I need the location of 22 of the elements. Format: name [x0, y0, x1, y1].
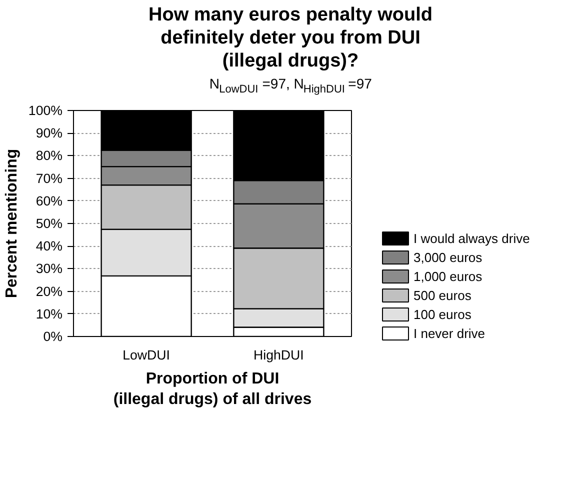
y-tick-label: 30% [36, 261, 63, 276]
y-tick-label: 100% [28, 103, 63, 118]
legend-label: I never drive [414, 326, 486, 341]
legend-label: I would always drive [414, 231, 530, 246]
y-tick-label: 90% [36, 126, 63, 141]
y-tick-label: 20% [36, 284, 63, 299]
chart-title: How many euros penalty would definitely deter you from DUI (illegal drugs)? [148, 4, 433, 72]
legend-label: 1,000 euros [414, 269, 483, 284]
y-tick-label: 80% [36, 148, 63, 164]
x-tick-label: HighDUI [254, 348, 304, 362]
legend-label: 100 euros [414, 307, 472, 322]
y-tick-label: 50% [36, 216, 63, 231]
x-axis-title: Proportion of DUI (illegal drugs) of all drives [113, 370, 312, 408]
legend-label: 3,000 euros [414, 250, 483, 265]
y-tick-label: 60% [36, 193, 63, 208]
y-axis-title: Percent mentioning [3, 148, 20, 298]
x-tick-label: LowDUI [122, 348, 170, 362]
y-tick-label: 0% [43, 329, 63, 344]
y-tick-label: 40% [36, 238, 63, 254]
y-tick-label: 70% [36, 170, 63, 186]
y-tick-label: 10% [36, 306, 63, 322]
legend-label: 500 euros [414, 288, 472, 303]
